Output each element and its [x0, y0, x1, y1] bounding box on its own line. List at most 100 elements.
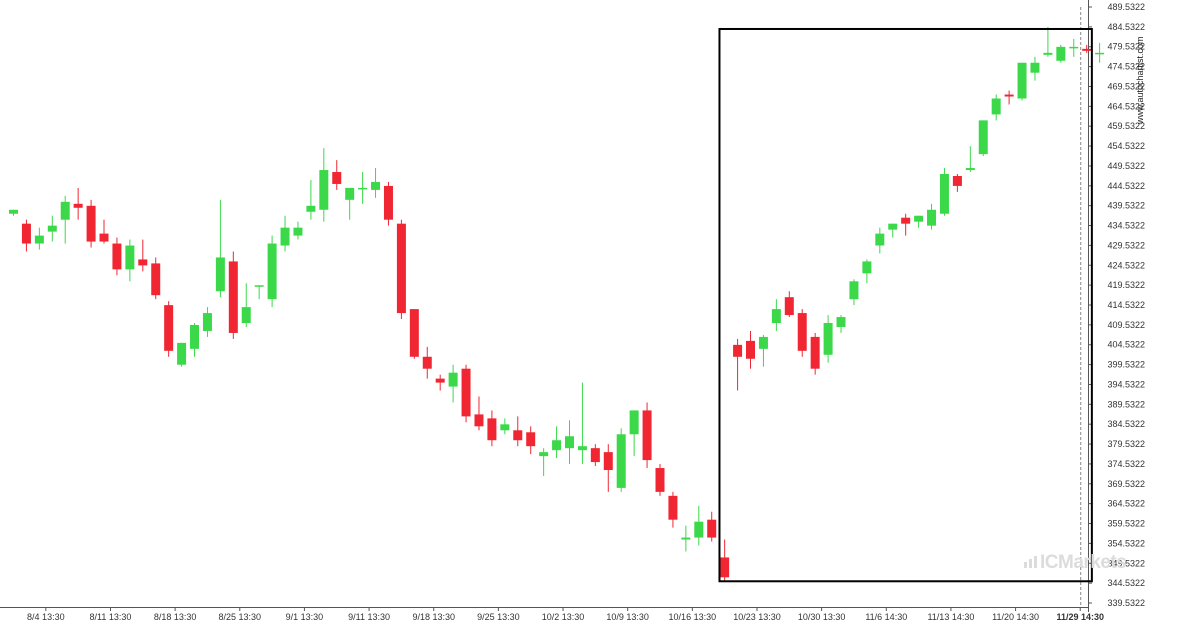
x-tick-label: 9/25 13:30	[477, 612, 520, 622]
x-tick-label: 10/16 13:30	[669, 612, 717, 622]
candle	[422, 346, 432, 379]
candle-body	[280, 227, 290, 246]
y-tick-label: 474.5322	[1107, 62, 1145, 72]
candle	[202, 307, 212, 337]
candle	[991, 94, 1001, 121]
candle	[332, 160, 342, 190]
candle-body	[564, 436, 574, 449]
y-tick-label: 434.5322	[1107, 221, 1145, 231]
candle-body	[901, 217, 911, 224]
candle-body	[9, 209, 18, 214]
candle-body	[823, 323, 833, 355]
x-tick-label: 9/11 13:30	[348, 612, 390, 622]
candle-body	[448, 372, 458, 387]
candle-body	[552, 440, 562, 451]
candle-body	[293, 227, 303, 236]
y-tick-label: 479.5322	[1107, 42, 1145, 52]
x-tick-label: 11/13 14:30	[927, 612, 974, 622]
candle-body	[435, 378, 445, 383]
candle-body	[526, 432, 536, 447]
candle-body	[138, 259, 148, 266]
candle-body	[47, 225, 57, 232]
candle	[241, 283, 251, 327]
candle-body	[396, 223, 406, 314]
candle-body	[1069, 46, 1079, 49]
candle-body	[1017, 62, 1027, 99]
candle	[771, 299, 781, 331]
y-tick-label: 369.5322	[1107, 479, 1145, 489]
candle-body	[939, 174, 949, 214]
candle	[215, 199, 225, 298]
candle	[47, 215, 57, 242]
candle-body	[60, 201, 70, 220]
candle	[125, 239, 135, 282]
candle	[810, 332, 820, 375]
y-tick-label: 349.5322	[1107, 558, 1145, 568]
y-tick-label: 379.5322	[1107, 439, 1145, 449]
candle	[99, 219, 109, 244]
brand-logo: ICMarkets	[1024, 552, 1127, 573]
candle-body	[603, 452, 613, 471]
x-tick-label: 11/6 14:30	[865, 612, 907, 622]
candle-body	[1043, 52, 1053, 55]
candle-body	[358, 187, 368, 190]
candle-body	[914, 215, 924, 222]
candle-body	[797, 313, 807, 351]
candle-body	[862, 261, 872, 274]
candle-body	[371, 181, 381, 190]
candle	[21, 219, 31, 252]
y-tick-label: 409.5322	[1107, 320, 1145, 330]
candle-body	[771, 309, 781, 324]
candle	[746, 330, 756, 369]
candle	[552, 426, 562, 459]
candle-body	[849, 281, 859, 300]
candle-body	[267, 243, 277, 300]
brand-text: ICMarkets	[1040, 552, 1126, 573]
candle-body	[487, 418, 497, 441]
y-tick-label: 354.5322	[1107, 538, 1145, 548]
candle	[875, 227, 885, 254]
candle-body	[422, 356, 432, 369]
candle	[319, 148, 329, 222]
candle-body	[694, 521, 704, 538]
y-tick-label: 449.5322	[1107, 161, 1145, 171]
candle-body	[927, 209, 937, 226]
y-tick-label: 374.5322	[1107, 459, 1145, 469]
candle	[603, 444, 613, 492]
x-tick-label: 10/9 13:30	[606, 612, 649, 622]
candle	[306, 179, 316, 220]
y-tick-label: 339.5322	[1107, 598, 1145, 608]
candle-body	[112, 243, 122, 270]
y-tick-label: 444.5322	[1107, 181, 1145, 191]
candle	[409, 309, 419, 359]
y-tick-label: 424.5322	[1107, 260, 1145, 270]
candle-body	[383, 185, 393, 220]
x-tick-label: 10/2 13:30	[542, 612, 585, 622]
candle-body	[34, 235, 44, 244]
candle	[642, 402, 652, 469]
y-tick-label: 399.5322	[1107, 360, 1145, 370]
y-tick-label: 459.5322	[1107, 121, 1145, 131]
x-tick-label: 8/25 13:30	[219, 612, 262, 622]
candle	[901, 213, 911, 236]
candle	[1056, 44, 1066, 63]
candle-body	[784, 297, 794, 316]
candle-body	[202, 313, 212, 331]
watermark-text: www.autochartist.com	[1135, 36, 1145, 125]
candle	[681, 525, 691, 552]
candle-body	[86, 205, 96, 242]
candle	[629, 410, 639, 457]
candle-body	[991, 98, 1001, 115]
candle-body	[1082, 48, 1092, 51]
candle-body	[836, 317, 846, 327]
candle	[978, 120, 988, 157]
candle	[254, 285, 264, 300]
candle-body	[1004, 94, 1014, 97]
candle-body	[965, 168, 975, 171]
y-tick-label: 344.5322	[1107, 578, 1145, 588]
x-tick-label: 9/1 13:30	[286, 612, 324, 622]
y-tick-label: 469.5322	[1107, 81, 1145, 91]
candle	[1095, 42, 1105, 63]
x-axis: 8/4 13:30 8/11 13:30 8/18 13:30 8/25 13:30 9…	[0, 607, 1104, 622]
candle	[1030, 56, 1040, 81]
